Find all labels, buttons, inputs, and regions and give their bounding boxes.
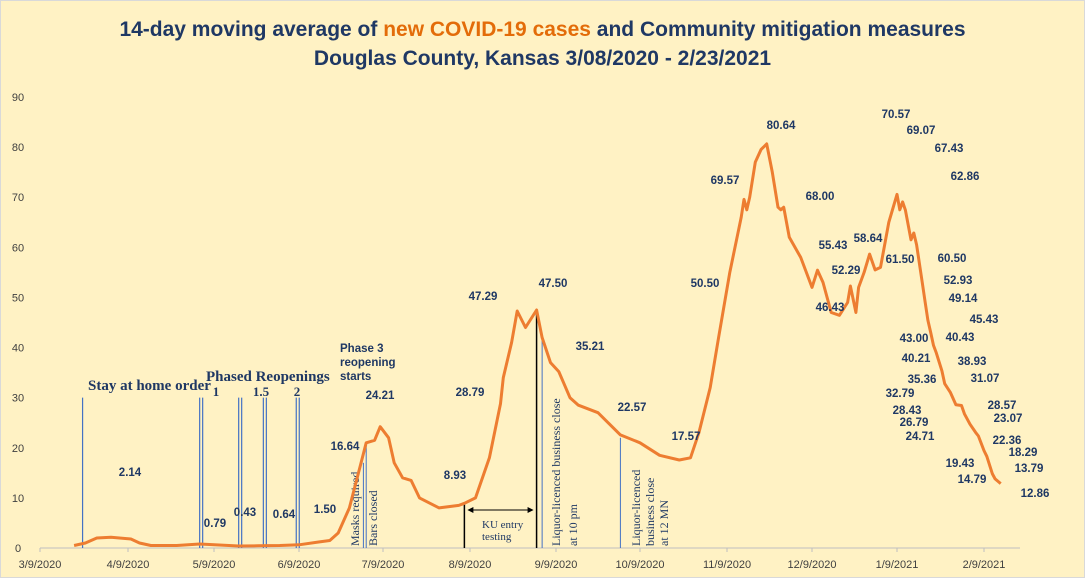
data-label: 19.43 [946, 458, 975, 470]
data-label: 24.71 [906, 431, 935, 443]
data-label: 47.50 [539, 278, 568, 290]
y-tick-label: 10 [12, 493, 24, 505]
x-tick-label: 6/9/2020 [278, 559, 321, 571]
data-label: 52.29 [832, 265, 861, 277]
chart-title-line1: 14-day moving average of new COVID-19 ca… [0, 18, 1085, 42]
data-label: 70.57 [882, 109, 911, 121]
data-label: 1.50 [314, 504, 336, 516]
y-tick-label: 40 [12, 343, 24, 355]
x-tick-label: 2/9/2021 [963, 559, 1006, 571]
data-label: 60.50 [938, 253, 967, 265]
data-label: 22.36 [993, 435, 1022, 447]
y-tick-label: 60 [12, 242, 24, 254]
event-label-liquor-10pm: at 10 pm [566, 503, 580, 546]
data-label: 28.79 [456, 387, 485, 399]
y-tick-label: 80 [12, 142, 24, 154]
data-label: 17.57 [672, 431, 701, 443]
title-text: 14-day moving average of [119, 18, 384, 41]
x-tick-label: 5/9/2020 [193, 559, 236, 571]
data-label: 28.57 [988, 400, 1017, 412]
data-label: 32.79 [886, 388, 915, 400]
y-tick-label: 20 [12, 443, 24, 455]
data-label: 35.36 [908, 374, 937, 386]
data-label: 24.21 [366, 390, 395, 402]
x-tick-label: 7/9/2020 [362, 559, 405, 571]
x-tick-label: 11/9/2020 [703, 559, 751, 571]
data-label: 16.64 [331, 441, 360, 453]
data-label: 13.79 [1015, 463, 1044, 475]
x-tick-label: 10/9/2020 [616, 559, 665, 571]
x-tick-label: 9/9/2020 [535, 559, 578, 571]
data-label: 28.43 [893, 405, 922, 417]
data-label: 80.64 [767, 120, 796, 132]
event-label-liquor-10pm: Liquor-licenced business close [549, 398, 563, 546]
data-label: 46.43 [816, 302, 845, 314]
data-label: 55.43 [819, 240, 848, 252]
x-tick-label: 8/9/2020 [449, 559, 492, 571]
event-label-liquor-12mn: Liquor-licenced [629, 470, 643, 546]
x-tick-label: 4/9/2020 [107, 559, 150, 571]
x-tick-label: 3/9/2020 [19, 559, 62, 571]
data-label: 43.00 [900, 333, 929, 345]
data-label: 62.86 [951, 171, 980, 183]
ku-range-label: testing [482, 531, 512, 543]
y-tick-label: 50 [12, 292, 24, 304]
data-label: 0.79 [204, 518, 226, 530]
data-label: 18.29 [1009, 447, 1038, 459]
x-tick-label: 12/9/2020 [788, 559, 837, 571]
event-label-bars: Bars closed [366, 490, 380, 546]
event-label-liquor-12mn: business close [643, 478, 657, 546]
data-label: 58.64 [854, 233, 883, 245]
phase-label: 1 [213, 384, 220, 399]
event-label-stay-home: Stay at home order [88, 378, 211, 394]
title-highlight: new COVID-19 cases [383, 18, 591, 41]
data-label: 40.21 [902, 353, 931, 365]
phase3-label: starts [340, 371, 371, 383]
data-label: 40.43 [946, 332, 975, 344]
y-tick-label: 30 [12, 393, 24, 405]
data-label: 2.14 [119, 467, 142, 479]
y-tick-label: 70 [12, 192, 24, 204]
phase3-label: reopening [340, 357, 396, 369]
phased-reopenings-label: Phased Reopenings [206, 369, 330, 385]
data-label: 38.93 [958, 356, 987, 368]
data-label: 22.57 [618, 402, 647, 414]
data-label: 8.93 [444, 470, 466, 482]
x-tick-label: 1/9/2021 [876, 559, 919, 571]
event-label-masks: Masks required [348, 472, 362, 546]
phase-label: 2 [294, 384, 301, 399]
data-label: 67.43 [935, 143, 964, 155]
data-label: 23.07 [994, 413, 1023, 425]
data-label: 61.50 [886, 254, 915, 266]
data-label: 31.07 [971, 373, 1000, 385]
series-line [73, 142, 1002, 548]
data-label: 0.43 [234, 507, 256, 519]
data-label: 12.86 [1021, 488, 1050, 500]
data-label: 47.29 [469, 291, 498, 303]
data-label: 49.14 [949, 293, 978, 305]
event-label-liquor-12mn: at 12 MN [657, 500, 671, 546]
ku-range-label: KU entry [482, 519, 524, 531]
data-label: 14.79 [958, 474, 987, 486]
data-label: 69.57 [711, 175, 740, 187]
data-label: 68.00 [806, 191, 835, 203]
y-tick-label: 90 [12, 92, 24, 104]
data-label: 35.21 [576, 341, 605, 353]
data-label: 69.07 [907, 125, 936, 137]
data-label: 26.79 [900, 417, 929, 429]
data-label: 0.64 [273, 509, 296, 521]
chart-title-line2: Douglas County, Kansas 3/08/2020 - 2/23/… [313, 47, 772, 70]
title-text-end: and Community mitigation measures [590, 18, 966, 41]
data-label: 50.50 [691, 278, 720, 290]
data-label: 52.93 [944, 275, 973, 287]
phase3-label: Phase 3 [340, 343, 383, 355]
data-label: 45.43 [970, 314, 999, 326]
phase-label: 1.5 [253, 384, 270, 399]
y-tick-label: 0 [15, 543, 21, 555]
